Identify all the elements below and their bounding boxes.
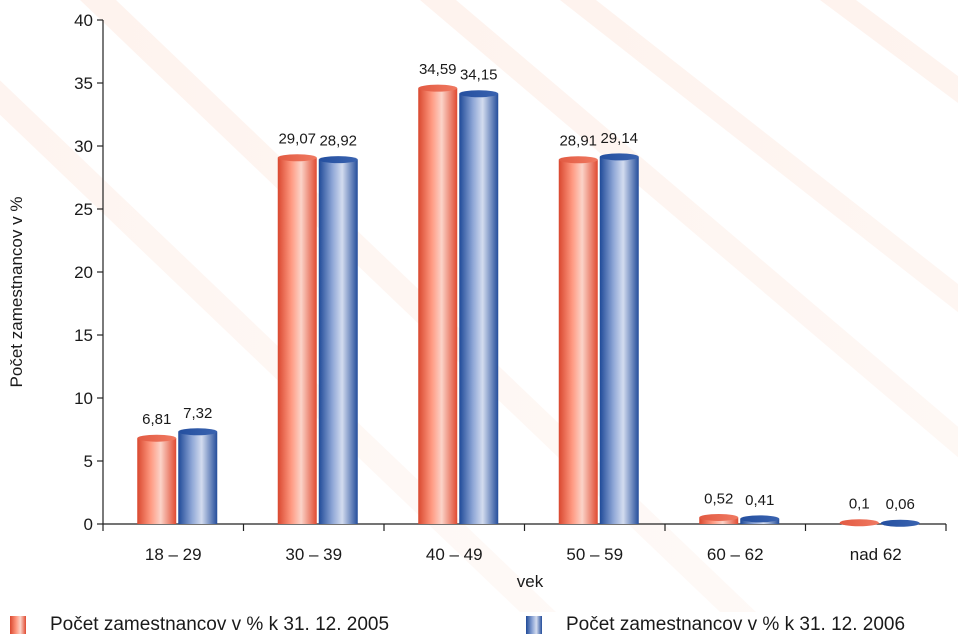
background-stripe (560, 0, 958, 313)
x-tick-label: 18 – 29 (145, 545, 202, 564)
value-label-2005: 28,91 (559, 133, 597, 150)
y-tick-label: 35 (74, 74, 93, 93)
bar-2006 (599, 156, 639, 524)
value-label-2006: 0,06 (886, 496, 915, 513)
bar-2006 (459, 93, 499, 525)
y-tick-label: 15 (74, 326, 93, 345)
bar-2006 (318, 159, 358, 524)
value-label-2006: 7,32 (183, 405, 212, 422)
bar-cap-2006 (178, 428, 218, 436)
legend: Počet zamestnancov v % k 31. 12. 2005 Po… (0, 612, 958, 640)
legend-item-2005: Počet zamestnancov v % k 31. 12. 2005 (10, 612, 389, 638)
axes: 0 5 10 15 20 25 30 35 40 18 – 29 30 – 39 40 – 49 50 … (7, 11, 947, 591)
value-label-2005: 29,07 (278, 131, 316, 148)
bar-cap-2005 (839, 519, 879, 527)
bar-cap-2005 (558, 156, 598, 164)
value-label-2006: 29,14 (600, 130, 638, 147)
y-tick-label: 40 (74, 11, 93, 30)
x-tick-label: 40 – 49 (426, 545, 483, 564)
bar-2005 (137, 438, 177, 524)
bar-cap-2006 (599, 153, 639, 161)
bar-2005 (277, 157, 317, 524)
bar-chart: 0 5 10 15 20 25 30 35 40 18 – 29 30 – 39 40 – 49 50 … (0, 0, 958, 612)
legend-swatch-2006 (526, 616, 542, 634)
bar-2005 (418, 88, 458, 524)
bar-cap-2005 (277, 154, 317, 162)
value-label-2005: 6,81 (142, 411, 171, 428)
value-label-2006: 28,92 (319, 133, 357, 150)
y-tick-label: 30 (74, 137, 93, 156)
bar-cap-2006 (459, 90, 499, 98)
legend-item-2006: Počet zamestnancov v % k 31. 12. 2006 (526, 612, 905, 638)
x-tick-label: 60 – 62 (707, 545, 764, 564)
bars (137, 84, 920, 527)
bar-cap-2005 (137, 434, 177, 442)
bar-2005 (558, 159, 598, 524)
y-tick-label: 25 (74, 200, 93, 219)
legend-swatch-2005 (10, 616, 26, 634)
x-tick-label: nad 62 (850, 545, 902, 564)
value-label-2005: 0,1 (849, 496, 870, 513)
y-tick-label: 10 (74, 389, 93, 408)
bar-2006 (178, 431, 218, 524)
bar-cap-2005 (418, 84, 458, 92)
x-axis-title: vek (517, 572, 544, 591)
bar-cap-2005 (699, 513, 739, 521)
value-label-2006: 34,15 (460, 67, 498, 84)
bar-cap-2006 (740, 515, 780, 523)
y-tick-label: 0 (84, 515, 93, 534)
x-tick-label: 30 – 39 (285, 545, 342, 564)
legend-label-2005: Počet zamestnancov v % k 31. 12. 2005 (50, 614, 390, 635)
bar-cap-2006 (880, 519, 920, 527)
value-label-2006: 0,41 (745, 492, 774, 509)
value-label-2005: 0,52 (704, 490, 733, 507)
background-stripe (820, 0, 958, 103)
background-stripe (420, 0, 958, 458)
x-tick-label: 50 – 59 (566, 545, 623, 564)
y-axis-title: Počet zamestnancov v % (7, 197, 26, 388)
labels: 6,81 7,32 29,07 28,92 34,59 34,15 28,91 29,14 0,… (142, 61, 915, 513)
value-label-2005: 34,59 (419, 61, 457, 78)
y-tick-label: 20 (74, 263, 93, 282)
legend-label-2006: Počet zamestnancov v % k 31. 12. 2006 (566, 614, 906, 635)
y-tick-label: 5 (84, 452, 93, 471)
bar-cap-2006 (318, 156, 358, 164)
